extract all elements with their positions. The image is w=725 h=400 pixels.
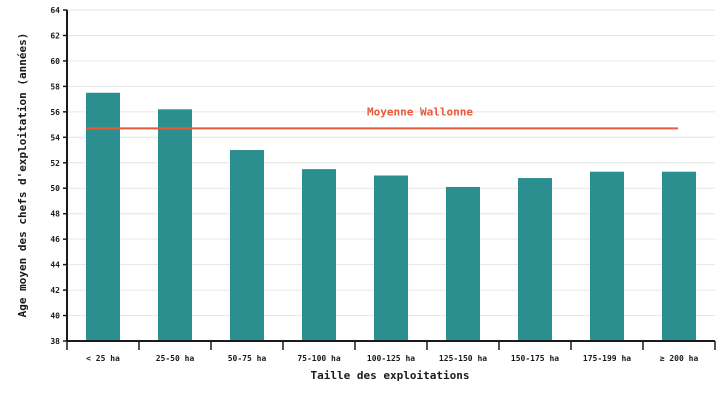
y-tick-label: 40 xyxy=(50,312,60,321)
y-tick-label: 50 xyxy=(50,184,60,193)
bar xyxy=(662,171,696,340)
y-tick-label: 58 xyxy=(50,82,60,91)
x-axis: < 25 ha 25-50 ha 50-75 ha 75-100 ha 100-125 … xyxy=(66,340,716,363)
y-tick-label: 60 xyxy=(50,57,60,66)
x-tick-label: 25-50 ha xyxy=(156,354,195,363)
x-tick-label: 175-199 ha xyxy=(583,354,631,363)
y-tick-label: 62 xyxy=(50,31,60,40)
y-tick-label: 38 xyxy=(50,337,60,346)
y-tick-label: 54 xyxy=(50,133,60,142)
bar xyxy=(158,109,192,340)
y-tick-label: 56 xyxy=(50,108,60,117)
bar xyxy=(590,171,624,340)
y-tick-label: 64 xyxy=(50,6,60,15)
y-tick-label: 46 xyxy=(50,235,60,244)
x-tick-label: ≥ 200 ha xyxy=(660,354,699,363)
bar xyxy=(374,175,408,340)
y-tick-label: 48 xyxy=(50,210,60,219)
bar xyxy=(302,169,336,340)
x-tick-label: < 25 ha xyxy=(86,354,120,363)
x-tick-label: 75-100 ha xyxy=(297,354,341,363)
x-tick-label: 100-125 ha xyxy=(367,354,415,363)
x-tick-label: 125-150 ha xyxy=(439,354,487,363)
y-tick-label: 42 xyxy=(50,286,60,295)
bar xyxy=(230,150,264,340)
x-axis-title: Taille des exploitations xyxy=(311,369,470,382)
y-axis: 38 40 42 44 46 48 50 52 54 56 58 60 62 64 xyxy=(50,6,68,346)
reference-line-label: Moyenne Wallonne xyxy=(367,105,473,118)
bar xyxy=(446,186,480,340)
y-axis-title: Age moyen des chefs d'exploitation (anné… xyxy=(16,33,29,318)
y-tick-label: 52 xyxy=(50,159,60,168)
bars xyxy=(86,92,696,340)
bar xyxy=(518,178,552,340)
x-tick-label: 50-75 ha xyxy=(228,354,267,363)
y-tick-label: 44 xyxy=(50,261,60,270)
reference-line-group: Moyenne Wallonne xyxy=(86,105,678,130)
bar xyxy=(86,92,120,340)
x-tick-label: 150-175 ha xyxy=(511,354,559,363)
